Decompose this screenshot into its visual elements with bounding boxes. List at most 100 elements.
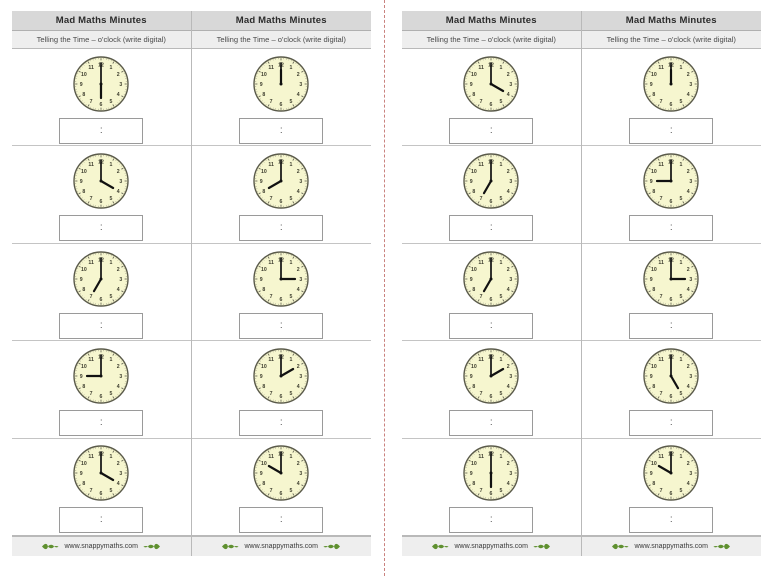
answer-input-box[interactable]: :	[449, 215, 534, 242]
question-cell: 121234567891011:	[191, 439, 371, 537]
answer-input-box[interactable]: :	[449, 117, 534, 144]
clock-numeral: 2	[687, 267, 690, 273]
clock-numeral: 1	[290, 357, 293, 363]
answer-input-box[interactable]: :	[449, 409, 534, 436]
clock-numeral: 6	[280, 102, 283, 108]
clock-numeral: 8	[263, 481, 266, 487]
clock-numeral: 4	[687, 287, 690, 293]
clock-numeral: 6	[100, 102, 103, 108]
clock-numeral: 11	[479, 454, 485, 460]
clock-numeral: 6	[280, 296, 283, 302]
clock-center-pin	[99, 471, 103, 475]
clock-numeral: 2	[297, 364, 300, 370]
leaf-flourish-icon	[143, 543, 161, 550]
clock-numeral: 2	[687, 462, 690, 468]
clock-numeral: 8	[263, 384, 266, 390]
clock-numeral: 11	[659, 259, 665, 265]
clock-numeral: 7	[90, 294, 93, 300]
clock-numeral: 3	[690, 82, 693, 88]
clock-numeral: 10	[81, 364, 87, 370]
clock-numeral: 1	[680, 259, 683, 265]
question-cell: 121234567891011:	[12, 146, 191, 244]
clock-numeral: 2	[687, 72, 690, 78]
clock-numeral: 4	[507, 92, 510, 98]
question-cell: 121234567891011:	[402, 341, 581, 439]
answer-input-box[interactable]: :	[629, 507, 714, 534]
footer: www.snappymaths.com	[402, 536, 581, 556]
footer-url-text: www.snappymaths.com	[244, 543, 319, 550]
footer: www.snappymaths.com	[191, 536, 371, 556]
clock-numeral: 9	[650, 471, 653, 477]
clock-numeral: 2	[507, 169, 510, 175]
clock-numeral: 5	[500, 391, 503, 397]
answer-input-box[interactable]: :	[449, 507, 534, 534]
answer-input-box[interactable]: :	[59, 215, 144, 242]
clock-numeral: 2	[507, 72, 510, 78]
answer-input-box[interactable]: :	[239, 409, 324, 436]
answer-input-box[interactable]: :	[449, 312, 534, 339]
clock-numeral: 9	[470, 277, 473, 283]
clock-center-pin	[279, 277, 283, 281]
clock-face: 121234567891011	[253, 56, 309, 112]
clock-numeral: 5	[290, 391, 293, 397]
clock-face: 121234567891011	[463, 348, 519, 404]
answer-input-box[interactable]: :	[239, 312, 324, 339]
clock-numeral: 7	[660, 489, 663, 495]
clock-center-pin	[489, 82, 493, 86]
clock-numeral: 8	[263, 287, 266, 293]
worksheet-title: Mad Maths Minutes	[402, 11, 581, 31]
clock-numeral: 4	[117, 189, 120, 195]
clock-center-pin	[489, 179, 493, 183]
clock-numeral: 3	[510, 471, 513, 477]
clock-numeral: 3	[300, 179, 303, 185]
clock-face: 121234567891011	[73, 56, 129, 112]
answer-input-box[interactable]: :	[239, 215, 324, 242]
clock-numeral: 8	[653, 92, 656, 98]
answer-input-box[interactable]: :	[59, 507, 144, 534]
question-list: 121234567891011:121234567891011:12123456…	[12, 49, 191, 537]
clock-numeral: 7	[480, 489, 483, 495]
clock-numeral: 11	[479, 357, 485, 363]
question-cell: 121234567891011:	[581, 49, 761, 147]
clock-numeral: 7	[270, 99, 273, 105]
question-cell: 121234567891011:	[191, 341, 371, 439]
clock-center-pin	[279, 82, 283, 86]
clock-numeral: 7	[90, 489, 93, 495]
question-cell: 121234567891011:	[581, 439, 761, 537]
answer-input-box[interactable]: :	[629, 409, 714, 436]
clock-center-pin	[489, 471, 493, 475]
clock-numeral: 9	[80, 82, 83, 88]
answer-input-box[interactable]: :	[629, 312, 714, 339]
worksheet-subtitle: Telling the Time – o'clock (write digita…	[12, 31, 191, 49]
answer-input-box[interactable]: :	[629, 117, 714, 144]
clock-numeral: 11	[89, 162, 95, 168]
clock-numeral: 4	[297, 189, 300, 195]
question-cell: 121234567891011:	[581, 341, 761, 439]
answer-input-box[interactable]: :	[239, 507, 324, 534]
clock-numeral: 3	[120, 179, 123, 185]
clock-numeral: 1	[290, 259, 293, 265]
question-cell: 121234567891011:	[402, 439, 581, 537]
answer-input-box[interactable]: :	[239, 117, 324, 144]
clock-numeral: 8	[653, 287, 656, 293]
clock-numeral: 7	[90, 391, 93, 397]
answer-input-box[interactable]: :	[59, 117, 144, 144]
hour-hand	[490, 367, 505, 378]
answer-input-box[interactable]: :	[59, 312, 144, 339]
clock-numeral: 4	[297, 92, 300, 98]
clock-numeral: 8	[473, 481, 476, 487]
clock-numeral: 3	[300, 471, 303, 477]
clock-numeral: 10	[471, 462, 477, 468]
clock-numeral: 8	[653, 384, 656, 390]
clock-face: 121234567891011	[253, 445, 309, 502]
clock-numeral: 8	[263, 92, 266, 98]
question-cell: 121234567891011:	[191, 49, 371, 147]
clock-numeral: 5	[500, 99, 503, 105]
answer-input-box[interactable]: :	[629, 215, 714, 242]
clock-face: 121234567891011	[253, 348, 309, 404]
clock-face: 121234567891011	[463, 250, 519, 307]
answer-input-box[interactable]: :	[59, 409, 144, 436]
footer-url-text: www.snappymaths.com	[634, 543, 709, 550]
clock-numeral: 4	[297, 384, 300, 390]
question-cell: 121234567891011:	[12, 49, 191, 147]
